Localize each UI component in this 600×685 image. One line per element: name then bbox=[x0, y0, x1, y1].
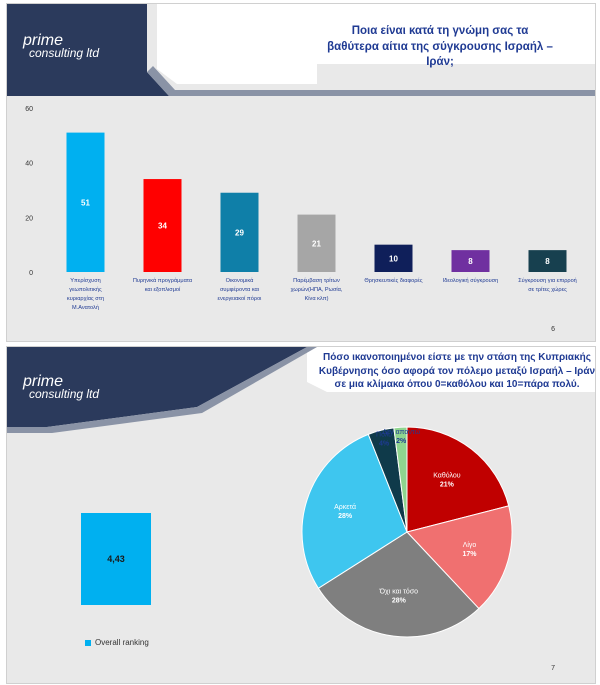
legend-swatch bbox=[85, 639, 91, 646]
slice-value-label: 17% bbox=[463, 551, 478, 558]
slide-causes: prime consulting ltd Ποια είναι κατά τη … bbox=[6, 3, 596, 342]
slice-value-label: 21% bbox=[440, 482, 455, 489]
logo-line2: consulting ltd bbox=[29, 387, 100, 401]
bar-value-label: 29 bbox=[235, 228, 244, 237]
bar bbox=[66, 132, 105, 272]
causes-bar-chart: 0 20 40 60 51 Υπερίσχυση γεωπολιτικής κυριαρχία… bbox=[25, 106, 577, 311]
x-tick-label: Ιδεολογική σύγκρουση bbox=[443, 277, 499, 284]
bar bbox=[528, 250, 567, 272]
slide-satisfaction: prime consulting ltd Πόσο ικανοποιημένοι… bbox=[6, 346, 596, 684]
slice-value-label: 2% bbox=[396, 438, 407, 445]
slice-category-label: Δεν απαντώ bbox=[382, 428, 420, 436]
bar-value-label: 8 bbox=[545, 257, 550, 266]
y-tick-label: 20 bbox=[25, 215, 33, 222]
x-tick-label: χωρών(ΗΠΑ, Ρωσία, bbox=[291, 287, 343, 293]
slice-value-label: 28% bbox=[338, 513, 353, 520]
satisfaction-pie-chart: Καθόλου 21% Λίγο 17% Όχι και τόσο 28% Αρκετά 28… bbox=[301, 426, 513, 638]
slide-title: Πόσο ικανοποιημένοι είστε με την στάση τ… bbox=[318, 352, 596, 390]
bar bbox=[374, 244, 413, 272]
slide-title: Ποια είναι κατά τη γνώμη σας τα βαθύτερα… bbox=[327, 25, 553, 69]
x-tick-label: Υπερίσχυση bbox=[70, 278, 101, 284]
bar-value-label: 8 bbox=[468, 257, 473, 266]
slice-value-label: 4% bbox=[379, 441, 390, 448]
pie-slice bbox=[406, 426, 510, 533]
pie-slice bbox=[317, 531, 480, 638]
bar bbox=[451, 250, 490, 272]
pie-slice bbox=[301, 433, 408, 589]
x-tick-label: συμφέροντα και bbox=[220, 286, 260, 293]
logo-line1: prime bbox=[23, 373, 64, 390]
page-number: 6 bbox=[551, 326, 555, 333]
bar bbox=[220, 192, 259, 272]
x-tick-label: Μ.Ανατολή bbox=[72, 304, 99, 311]
logo-line2: consulting ltd bbox=[29, 46, 100, 60]
x-tick-label: Θρησκευτικές διαφορές bbox=[364, 277, 422, 284]
slice-category-label: Αρκετά bbox=[334, 503, 356, 511]
x-tick-label: και εξοπλισμοί bbox=[145, 287, 181, 293]
slice-category-label: Όχι και τόσο bbox=[379, 588, 419, 596]
bar-value-label: 4,43 bbox=[107, 554, 125, 564]
y-tick-label: 60 bbox=[25, 106, 33, 113]
bar-value-label: 21 bbox=[312, 239, 321, 248]
slice-category-label: Λίγο bbox=[463, 541, 477, 549]
x-tick-label: γεωπολιτικής bbox=[69, 286, 102, 293]
bar-value-label: 34 bbox=[158, 222, 167, 231]
y-tick-label: 40 bbox=[25, 161, 33, 168]
bar-value-label: 10 bbox=[389, 254, 398, 263]
y-tick-label: 0 bbox=[29, 270, 33, 277]
bar bbox=[297, 214, 336, 272]
x-tick-label: Κίνα κλπ) bbox=[305, 296, 329, 302]
x-tick-label: σε τρίτες χώρες bbox=[528, 287, 567, 293]
x-tick-label: κυριαρχίας στη bbox=[67, 296, 104, 302]
slice-category-label: Καθόλου bbox=[433, 472, 461, 480]
overall-ranking-chart: 4,43 bbox=[81, 513, 151, 605]
x-tick-label: Σύγκρουση για επιρροή bbox=[518, 277, 577, 284]
bar bbox=[143, 179, 182, 272]
slice-category-label: Πολύ bbox=[376, 431, 392, 439]
x-tick-label: ενεργειακοί πόροι bbox=[218, 295, 263, 302]
legend: Overall ranking bbox=[85, 638, 149, 647]
header-background bbox=[7, 4, 595, 96]
header-background bbox=[7, 347, 595, 433]
x-tick-label: Παρέμβαση τρίτων bbox=[293, 277, 340, 284]
bar-value-label: 51 bbox=[81, 198, 90, 207]
page-number: 7 bbox=[551, 665, 555, 672]
pie-slice bbox=[393, 426, 408, 533]
bar bbox=[81, 513, 151, 605]
slice-value-label: 28% bbox=[392, 598, 407, 605]
legend-label: Overall ranking bbox=[95, 638, 149, 647]
pie-slice bbox=[406, 505, 513, 610]
x-tick-label: Πυρηνικά προγράμματα bbox=[133, 277, 193, 284]
logo-line1: prime bbox=[23, 32, 64, 49]
x-tick-label: Οικονομικά bbox=[226, 277, 255, 284]
